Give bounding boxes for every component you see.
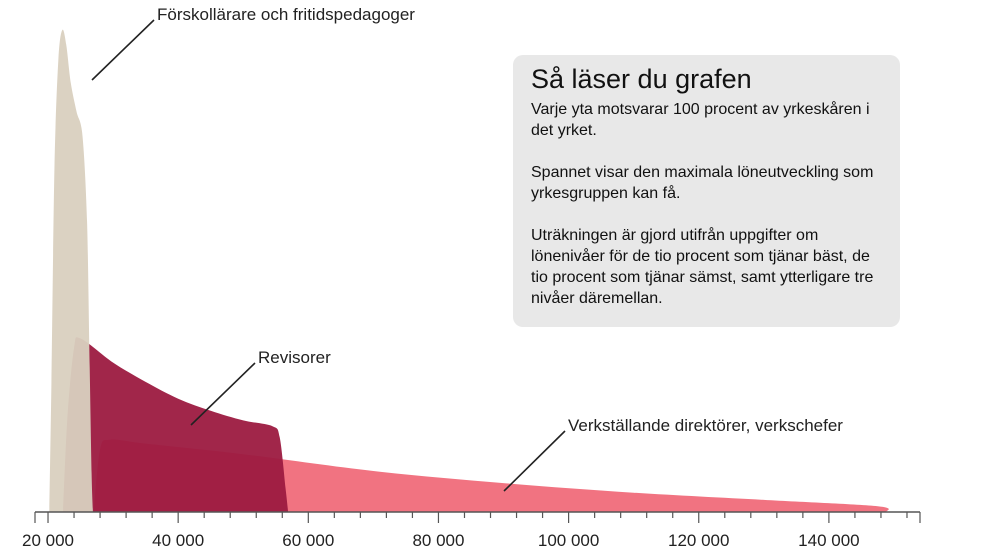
annotation-leaders (91, 19, 566, 492)
how-to-read-title: Så läser du grafen (531, 64, 752, 94)
x-tick-label: 80 000 (412, 531, 464, 550)
area-forskollarare (49, 29, 93, 513)
x-tick-label: 40 000 (152, 531, 204, 550)
annotation-label-vd: Verkställande direktörer, verkschefer (568, 416, 843, 435)
annotation-label-forskollarare: Förskollärare och fritidspedagoger (157, 5, 415, 24)
leader-line-revisorer (190, 362, 256, 426)
how-to-read-paragraph-2: Spannet visar den maximala löneutvecklin… (531, 164, 874, 202)
x-tick-label: 140 000 (798, 531, 859, 550)
x-tick-label: 20 000 (22, 531, 74, 550)
series-areas (49, 29, 889, 513)
how-to-read-paragraph-3: Uträkningen är gjord utifrån uppgifter o… (531, 227, 874, 307)
area-vd (93, 439, 889, 513)
leader-line-forskollarare (91, 19, 155, 81)
x-tick-label: 100 000 (538, 531, 599, 550)
x-axis: 20 000 40 000 60 000 80 000 100 000 120 000 14… (22, 511, 921, 550)
x-tick-label: 60 000 (282, 531, 334, 550)
x-tick-label: 120 000 (668, 531, 729, 550)
annotation-labels: Förskollärare och fritidspedagoger Reviso… (157, 5, 843, 435)
how-to-read-paragraph-1: Varje yta motsvarar 100 procent av yrkes… (531, 101, 870, 139)
leader-line-vd (503, 430, 566, 492)
annotation-label-revisorer: Revisorer (258, 348, 331, 367)
how-to-read-box: Så läser du grafen Varje yta motsvarar 1… (513, 55, 900, 327)
area-revisorer (63, 337, 289, 512)
